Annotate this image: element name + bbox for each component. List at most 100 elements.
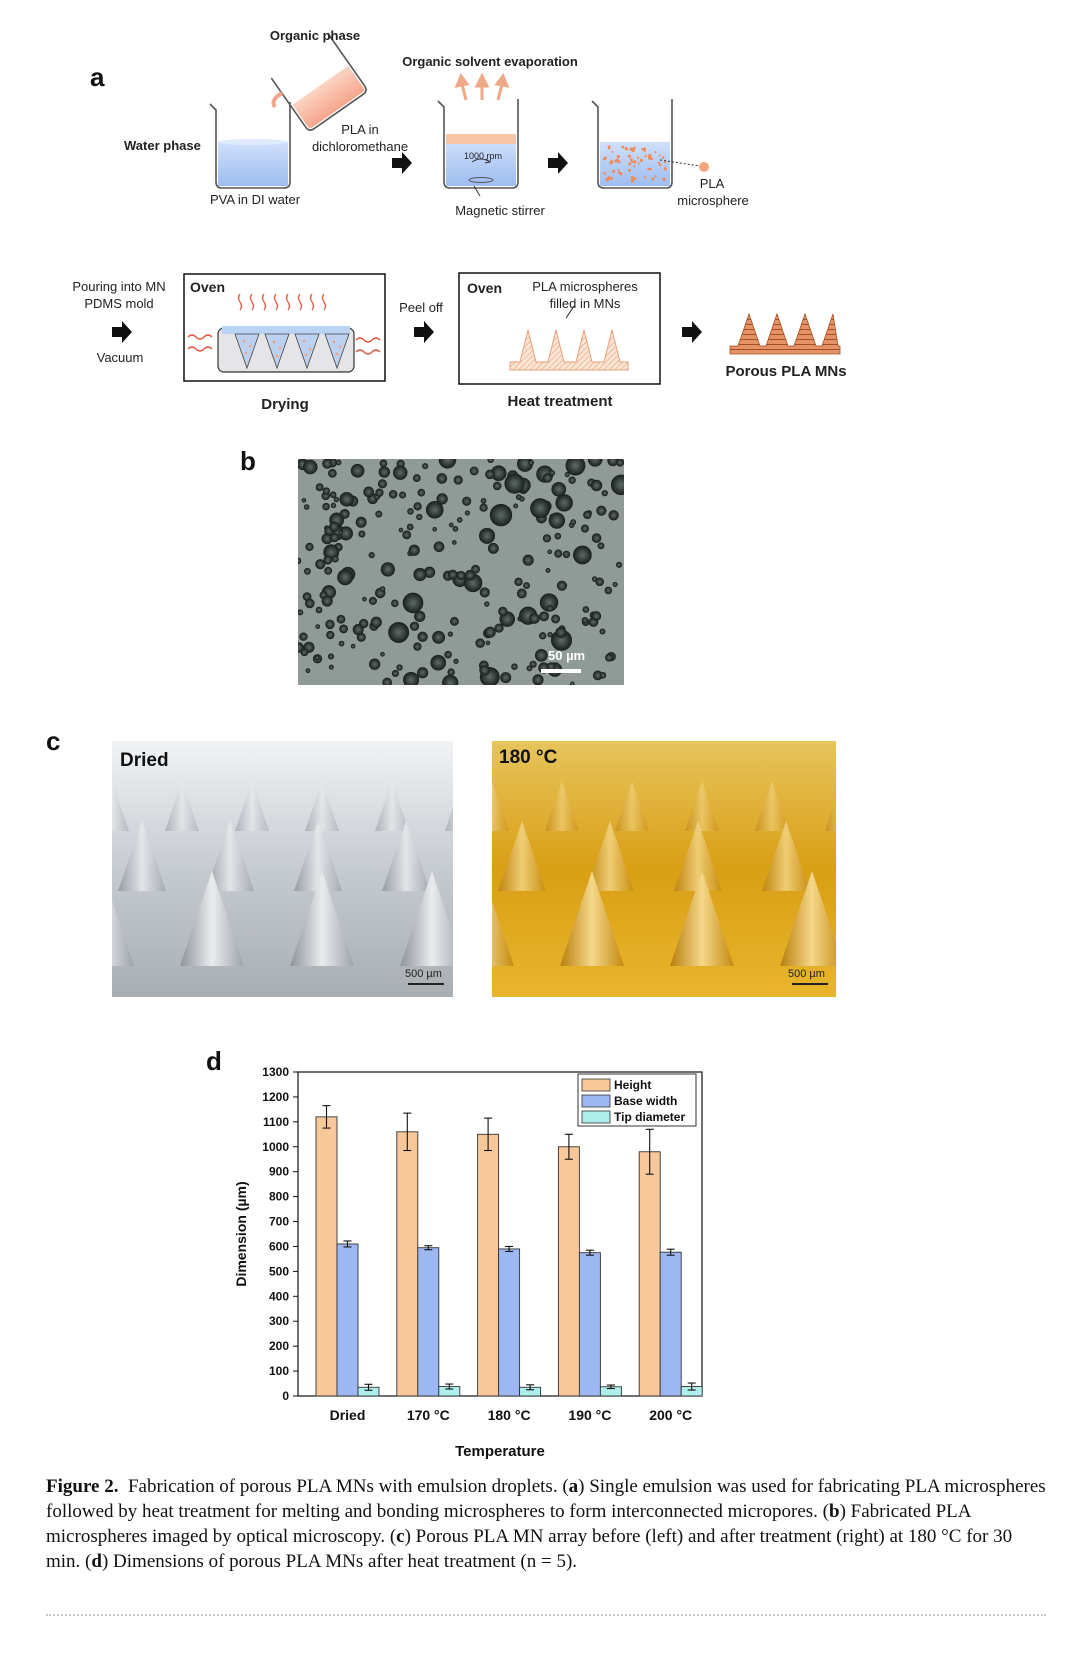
figure-caption: Figure 2. Fabrication of porous PLA MNs … (46, 1474, 1046, 1574)
microneedle-cone (545, 781, 579, 831)
microsphere-particle (433, 541, 445, 553)
caption-text-2: ) Single emulsion was used for fabricati… (46, 1476, 1046, 1522)
microsphere-dot (607, 145, 611, 149)
arrow-icon (414, 321, 434, 343)
microsphere-particle (436, 493, 448, 505)
water-beaker (209, 102, 291, 189)
microsphere-particle (605, 653, 614, 662)
microsphere-particle (475, 638, 485, 648)
legend-swatch (581, 1078, 611, 1092)
caption-ref-c: c (396, 1526, 405, 1547)
solvent-evaporation-label: Organic solvent evaporation (402, 54, 578, 69)
microsphere-dot (636, 156, 640, 160)
microsphere-particle (407, 508, 414, 515)
caption-text-4: ) Porous PLA MN array before (left) and … (46, 1526, 1013, 1572)
microsphere-dot (628, 168, 632, 173)
caption-ref-a: a (568, 1476, 579, 1497)
microneedle-cone (235, 781, 269, 831)
microsphere-particle (565, 459, 586, 476)
microsphere-particle (412, 474, 421, 483)
microsphere-particle (417, 488, 426, 497)
microsphere-dot (607, 178, 611, 181)
caption-ref-b: b (828, 1501, 840, 1522)
microsphere-particle (379, 459, 388, 468)
microsphere-particle (315, 624, 321, 629)
microsphere-particle (403, 671, 420, 685)
x-axis-label: Temperature (455, 1443, 545, 1460)
legend-entry: Base width (614, 1094, 677, 1108)
microneedle-cone (165, 781, 199, 831)
microsphere-particle (456, 570, 466, 581)
microsphere-particle (399, 491, 407, 499)
microsphere-particle (479, 527, 496, 544)
bar (396, 1131, 419, 1397)
dried-photo-label: Dried (120, 750, 169, 771)
microsphere-particle (305, 668, 311, 674)
microsphere-dot (627, 154, 632, 158)
microsphere-particle (339, 624, 348, 634)
panel-a-letter: a (90, 62, 105, 92)
microsphere-particle (355, 516, 367, 528)
microsphere-particle (554, 549, 563, 558)
microsphere-particle (382, 677, 393, 685)
bar (578, 1252, 601, 1397)
y-tick-label: 1300 (262, 1065, 289, 1079)
microsphere-particle (413, 642, 422, 651)
organic-beaker (270, 33, 367, 131)
magnetic-stirrer-label: Magnetic stirrer (455, 203, 545, 218)
y-tick-label: 0 (282, 1389, 289, 1403)
microsphere-dot (619, 171, 623, 176)
panel-d-letter: d (206, 1046, 222, 1076)
microsphere-particle (484, 601, 490, 607)
microsphere-particle (487, 542, 499, 554)
microneedle-cone (375, 781, 409, 831)
microsphere-dot (643, 176, 647, 179)
microsphere-particle (487, 459, 494, 464)
microsphere-particle (329, 521, 340, 532)
microsphere-dot (647, 153, 652, 158)
microsphere-particle (462, 496, 472, 506)
microsphere-particle (369, 658, 381, 670)
microneedle-cone (305, 781, 339, 831)
microsphere-particle (331, 555, 339, 563)
microsphere-particle (479, 503, 488, 512)
microneedle-cone (112, 900, 134, 966)
microsphere-particle (580, 524, 590, 533)
microsphere-dot (661, 156, 665, 160)
microsphere-particle (379, 586, 386, 592)
vacuum-label: Vacuum (96, 350, 144, 365)
microneedle-cone (498, 821, 546, 891)
microsphere-dot (624, 147, 628, 151)
microsphere-particle (494, 623, 504, 633)
microsphere-particle (548, 512, 566, 529)
microsphere-particle (456, 517, 463, 523)
porous-mn-array (729, 312, 841, 355)
microsphere-particle (523, 582, 530, 590)
microsphere-particle (298, 642, 304, 653)
microsphere-particle (539, 593, 559, 612)
microsphere-particle (377, 479, 388, 489)
microsphere-particle (564, 471, 570, 478)
microsphere-dot (647, 167, 650, 171)
microsphere-particle (398, 527, 404, 533)
microsphere-particle (432, 526, 437, 532)
microsphere-dot (648, 156, 652, 160)
microsphere-dot (633, 165, 636, 168)
evaporation-arrows (454, 72, 510, 101)
microsphere-particle (547, 549, 553, 555)
y-tick-label: 1000 (262, 1140, 289, 1154)
microsphere-particle (322, 459, 333, 469)
microsphere-particle (299, 632, 308, 641)
y-tick-label: 300 (269, 1314, 289, 1328)
microsphere-particle (549, 470, 556, 476)
microsphere-particle (542, 534, 552, 543)
microneedle-cone (560, 871, 624, 966)
pla-in-label: PLA in (341, 122, 379, 137)
microneedle-cone (674, 821, 722, 891)
microsphere-particle (388, 489, 398, 499)
microneedle-cone (586, 821, 634, 891)
microneedle-cone (112, 781, 129, 831)
y-tick-label: 900 (269, 1165, 289, 1179)
microsphere-dot (616, 155, 620, 159)
microsphere-particle (391, 669, 399, 678)
